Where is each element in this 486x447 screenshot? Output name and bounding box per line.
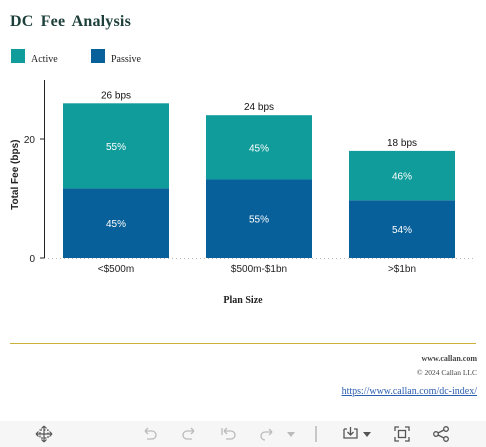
- bar-active: [63, 103, 169, 189]
- legend-label-active: Active: [31, 53, 58, 65]
- redo-icon[interactable]: [179, 421, 199, 447]
- bar-label-passive: 55%: [249, 215, 269, 226]
- toolbar-separator: [313, 421, 319, 447]
- x-tick-label: >$1bn: [388, 264, 416, 275]
- legend-item-active[interactable]: Active: [11, 49, 58, 65]
- x-axis-title: Plan Size: [223, 295, 263, 306]
- reset-icon[interactable]: [218, 421, 238, 447]
- share-icon[interactable]: [431, 421, 451, 447]
- bar-total-label: 24 bps: [244, 102, 274, 113]
- bar-active: [349, 150, 455, 201]
- copyright-text: © 2024 Callan LLC: [416, 368, 477, 377]
- bar-label-passive: 54%: [392, 225, 412, 236]
- footer-divider: [10, 343, 476, 344]
- legend-item-passive[interactable]: Passive: [91, 49, 141, 65]
- source-site: www.callan.com: [421, 354, 477, 363]
- bar-passive: [206, 179, 312, 258]
- legend-swatch-passive: [91, 49, 105, 63]
- y-tick-label: 20: [24, 135, 36, 146]
- bar-label-active: 55%: [106, 142, 126, 153]
- bar-total-label: 26 bps: [101, 90, 131, 101]
- bar-passive: [349, 200, 455, 258]
- bar-passive: [63, 188, 169, 258]
- y-tick-label: 0: [29, 254, 35, 265]
- legend-label-passive: Passive: [111, 53, 141, 65]
- download-icon[interactable]: [340, 421, 374, 447]
- bar-label-passive: 45%: [106, 219, 126, 230]
- forward-icon[interactable]: [256, 421, 276, 447]
- chevron-down-icon[interactable]: [284, 421, 298, 447]
- bar-label-active: 46%: [392, 172, 412, 183]
- chart-title: DC Fee Analysis: [10, 13, 131, 30]
- legend-swatch-active: [11, 49, 25, 63]
- x-tick-label: $500m-$1bn: [231, 264, 287, 275]
- chart-toolbar: [0, 421, 486, 447]
- bar-active: [206, 115, 312, 180]
- bar-label-active: 45%: [249, 143, 269, 154]
- x-tick-label: <$500m: [98, 264, 134, 275]
- y-axis-title: Total Fee (bps): [10, 140, 21, 210]
- undo-icon[interactable]: [140, 421, 160, 447]
- move-icon[interactable]: [34, 421, 54, 447]
- source-link[interactable]: https://www.callan.com/dc-index/: [341, 386, 477, 397]
- bar-total-label: 18 bps: [387, 138, 417, 149]
- fullscreen-icon[interactable]: [392, 421, 412, 447]
